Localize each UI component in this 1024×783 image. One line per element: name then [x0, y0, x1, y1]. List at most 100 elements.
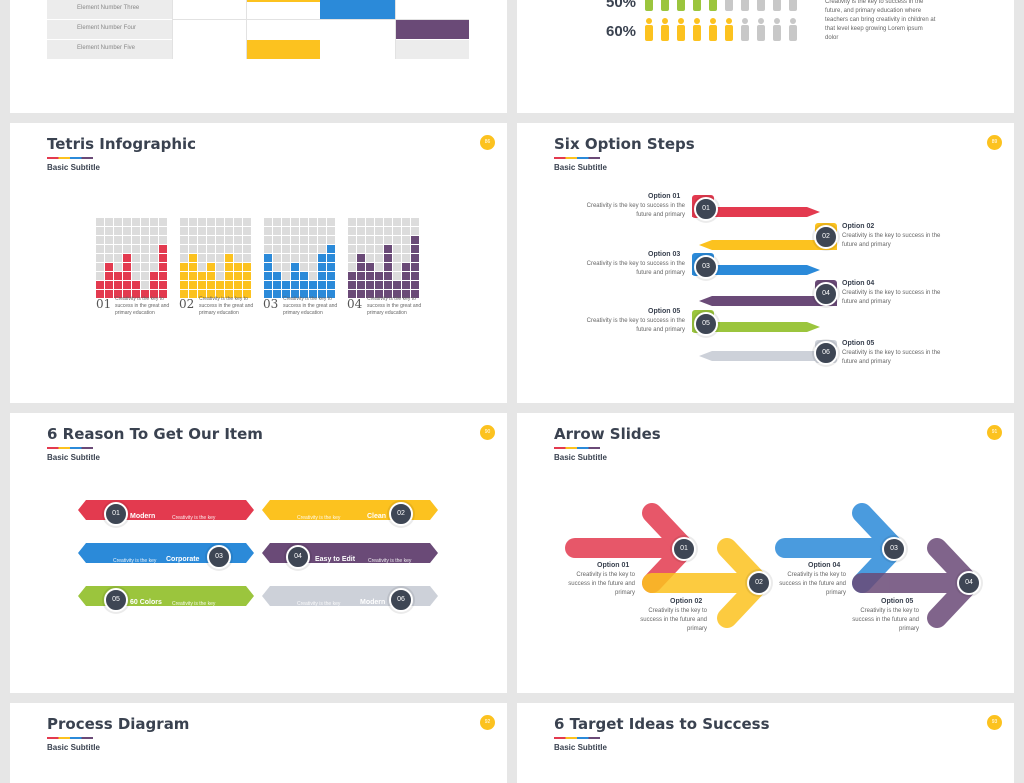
- tetris-cell: [366, 290, 374, 298]
- tetris-cell: [150, 245, 158, 253]
- slide-subtitle: Basic Subtitle: [554, 743, 607, 752]
- tetris-cell: [150, 236, 158, 244]
- person-icon: [661, 0, 669, 11]
- tetris-cell: [189, 263, 197, 271]
- tetris-cell: [291, 272, 299, 280]
- slide-six-steps[interactable]: Six Option Steps Basic Subtitle 89 01 02…: [517, 123, 1014, 403]
- slide-targets[interactable]: 6 Target Ideas to Success Basic Subtitle…: [517, 703, 1014, 783]
- tetris-cell: [198, 218, 206, 226]
- slide-title: Process Diagram: [47, 715, 190, 733]
- tetris-cell: [114, 281, 122, 289]
- tetris-cell: [366, 218, 374, 226]
- tetris-cell: [114, 218, 122, 226]
- tetris-cell: [150, 227, 158, 235]
- tetris-cell: [132, 227, 140, 235]
- tetris-cell: [150, 218, 158, 226]
- slide-table[interactable]: Element Number Three Element Number Four…: [10, 0, 507, 113]
- slide-title: Six Option Steps: [554, 135, 695, 153]
- slide-process[interactable]: Process Diagram Basic Subtitle 92: [10, 703, 507, 783]
- description: Creativity is the key to success in the …: [825, 0, 936, 41]
- tetris-cell: [291, 254, 299, 262]
- title-rule: [47, 447, 93, 449]
- tetris-cell: [300, 245, 308, 253]
- tetris-cell: [402, 227, 410, 235]
- tetris-cell: [327, 272, 335, 280]
- tetris-cell: [198, 290, 206, 298]
- tetris-cell: [282, 245, 290, 253]
- tetris-cell: [411, 290, 419, 298]
- slide-subtitle: Basic Subtitle: [47, 163, 100, 172]
- slide-reasons[interactable]: 6 Reason To Get Our Item Basic Subtitle …: [10, 413, 507, 693]
- person-icon: [773, 18, 781, 41]
- tetris-cell: [114, 290, 122, 298]
- tetris-cell: [234, 254, 242, 262]
- tetris-cell: [375, 236, 383, 244]
- step-circle-4: 04: [814, 282, 838, 306]
- page-number: 93: [987, 715, 1002, 730]
- tetris-cell: [150, 290, 158, 298]
- tetris-cell: [234, 236, 242, 244]
- tetris-cell: [273, 272, 281, 280]
- tetris-cell: [132, 263, 140, 271]
- tetris-cell: [105, 254, 113, 262]
- table-row-label: Element Number Four: [77, 25, 137, 31]
- step-circle-5: 05: [694, 312, 718, 336]
- step-text: Creativity is the key to success in the …: [842, 233, 941, 248]
- tetris-cell: [348, 245, 356, 253]
- tetris-cell: [393, 245, 401, 253]
- tetris-cell: [402, 218, 410, 226]
- tetris-text: Creativity is the key to success in the …: [367, 296, 422, 316]
- tetris-cell: [384, 290, 392, 298]
- tetris-cell: [96, 290, 104, 298]
- reason-desc: Creativity is the key: [172, 515, 216, 521]
- tetris-cell: [318, 290, 326, 298]
- tetris-cell: [132, 254, 140, 262]
- tetris-cell: [141, 290, 149, 298]
- tetris-cell: [300, 254, 308, 262]
- tetris-cell: [264, 263, 272, 271]
- percent-label: 60%: [606, 23, 637, 40]
- tetris-cell: [366, 227, 374, 235]
- tetris-cell: [114, 254, 122, 262]
- tetris-cell: [327, 254, 335, 262]
- tetris-cell: [216, 245, 224, 253]
- tetris-cell: [225, 245, 233, 253]
- tetris-cell: [159, 227, 167, 235]
- table: Element Number Three Element Number Four…: [47, 0, 469, 59]
- slide-people[interactable]: 50% 60% Creativity is the key to success…: [517, 0, 1014, 113]
- tetris-cell: [282, 236, 290, 244]
- tetris-cell: [318, 272, 326, 280]
- title-rule: [47, 737, 93, 739]
- person-icon: [661, 18, 669, 41]
- tetris-cell: [234, 218, 242, 226]
- tetris-cell: [402, 263, 410, 271]
- tetris-cell: [291, 245, 299, 253]
- step-label: Option 05: [648, 308, 681, 315]
- people-icons: [645, 0, 797, 41]
- tetris-cell: [132, 272, 140, 280]
- tetris-cell: [348, 272, 356, 280]
- tetris-cell: [327, 227, 335, 235]
- tetris-cell: [198, 254, 206, 262]
- arrow-graphics: [565, 503, 980, 628]
- tetris-cell: [123, 263, 131, 271]
- slide-tetris[interactable]: Tetris Infographic Basic Subtitle 86 01 …: [10, 123, 507, 403]
- arrow-text: Creativity is the key to success in the …: [779, 572, 846, 596]
- step-arrows: [692, 195, 837, 363]
- tetris-cell: [141, 281, 149, 289]
- tetris-cell: [327, 218, 335, 226]
- tetris-cell: [384, 227, 392, 235]
- tetris-cell: [189, 227, 197, 235]
- tetris-cell: [180, 227, 188, 235]
- tetris-cell: [300, 227, 308, 235]
- slide-title: Arrow Slides: [554, 425, 661, 443]
- tetris-cell: [384, 218, 392, 226]
- tetris-cell: [327, 245, 335, 253]
- tetris-cell: [384, 281, 392, 289]
- tetris-cell: [141, 227, 149, 235]
- tetris-cell: [234, 263, 242, 271]
- title-rule: [554, 157, 600, 159]
- tetris-cell: [264, 218, 272, 226]
- slide-arrows[interactable]: Arrow Slides Basic Subtitle 91 01 02 03 …: [517, 413, 1014, 693]
- tetris-cell: [357, 263, 365, 271]
